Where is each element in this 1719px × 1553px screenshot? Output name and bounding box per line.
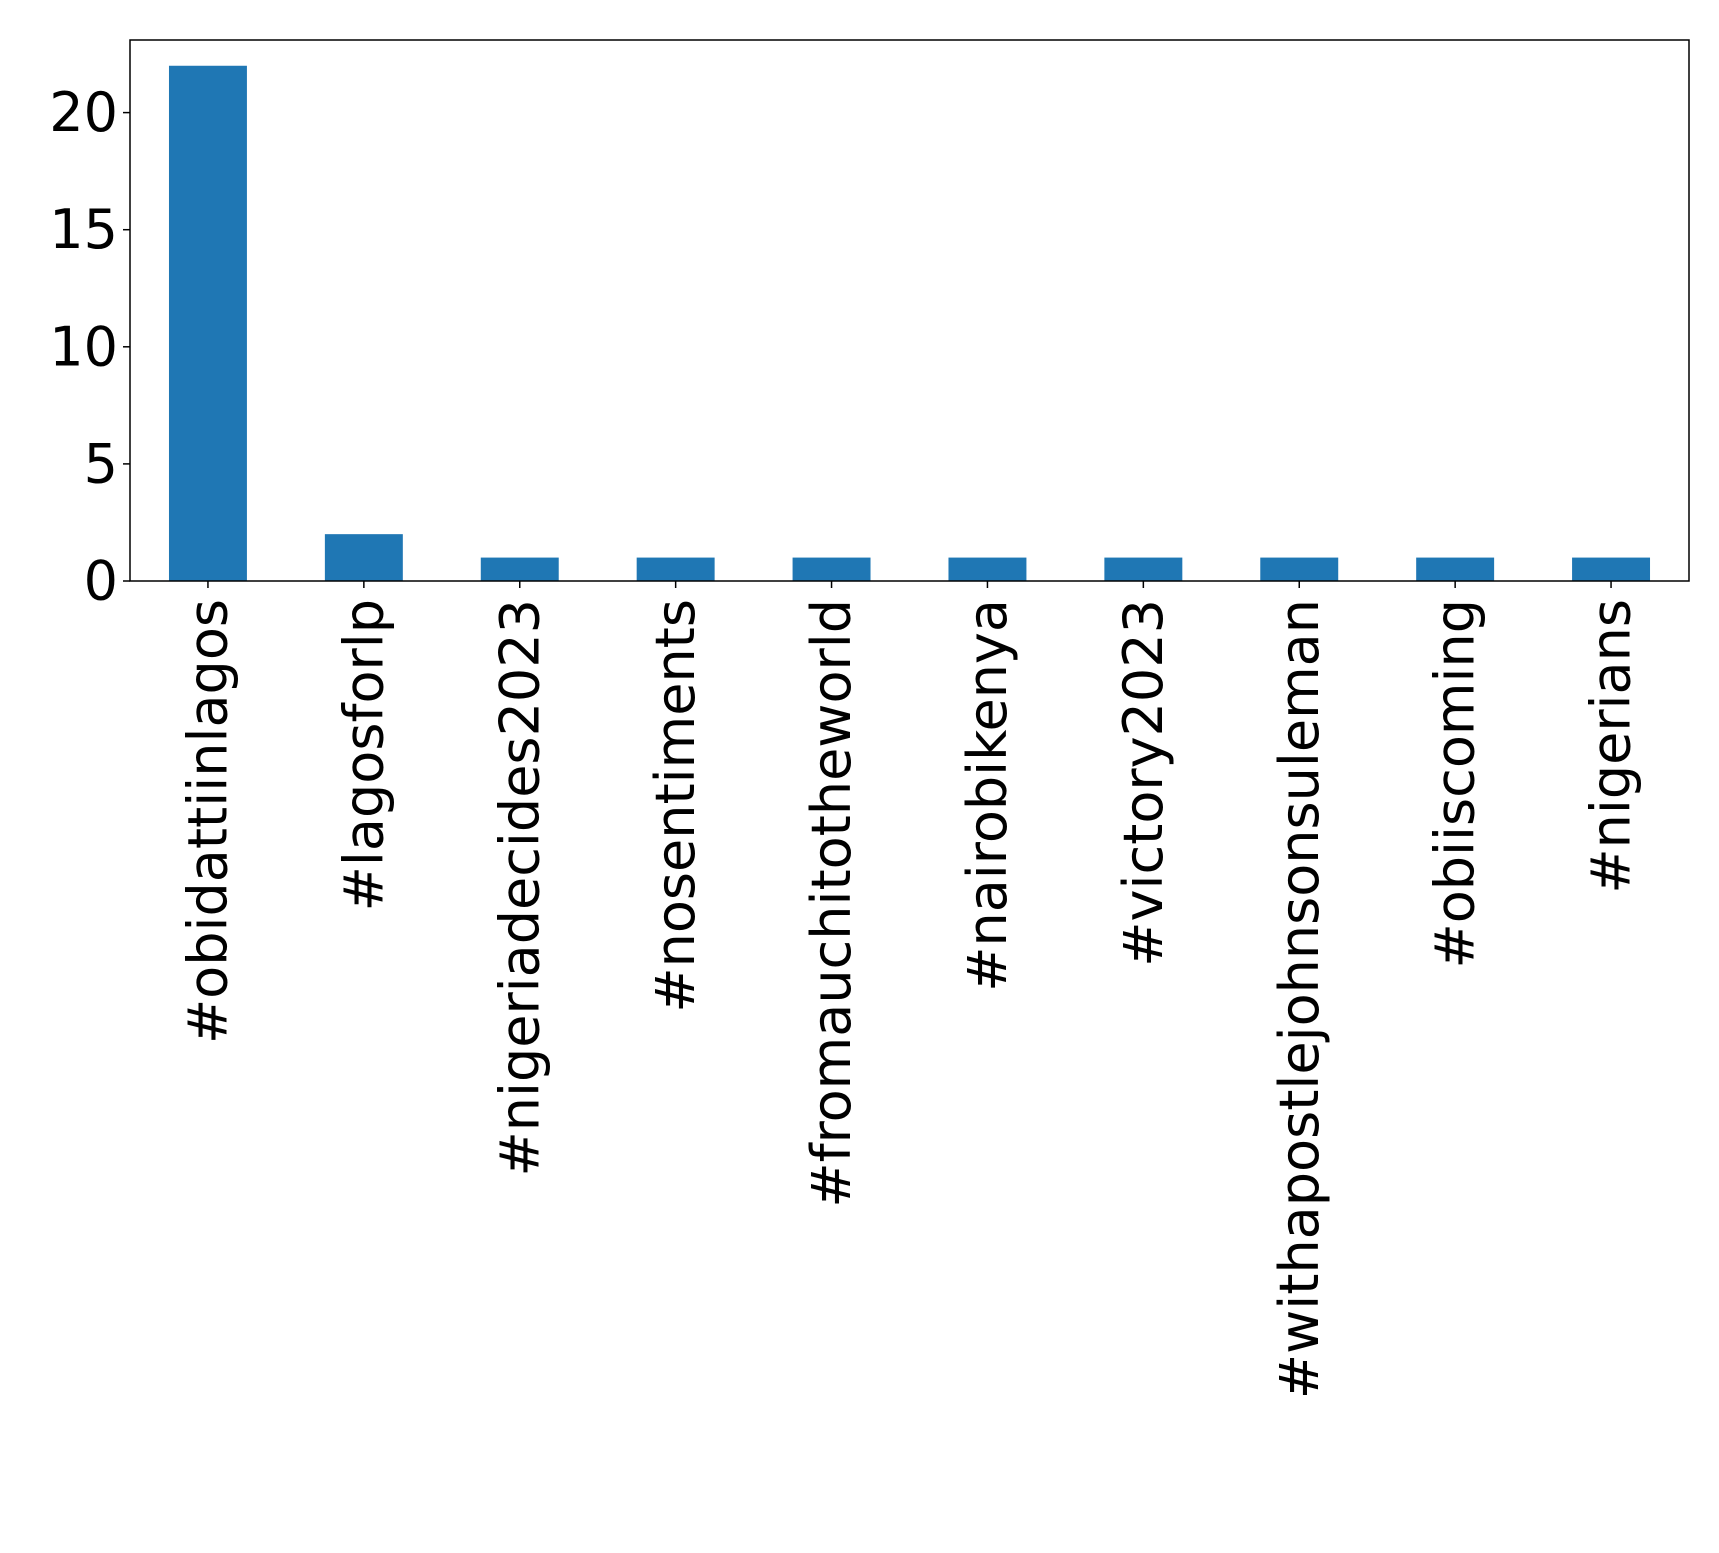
y-tick-label-1: 5	[84, 432, 118, 495]
x-axis: #obidattiinlagos #lagosforlp #nigeriadecid…	[176, 581, 1643, 1399]
x-tick-label-0: #obidattiinlagos	[176, 599, 239, 1044]
bar-5	[948, 557, 1027, 581]
bar-1	[324, 534, 403, 581]
x-tick-label-7: #withapostlejohnsonsuleman	[1268, 599, 1331, 1399]
bar-6	[1104, 557, 1183, 581]
bar-8	[1416, 557, 1495, 581]
plot-frame	[129, 39, 1690, 582]
y-tick-label-3: 15	[49, 198, 118, 261]
x-tick-label-6: #victory2023	[1112, 599, 1175, 967]
x-tick-label-3: #nosentiments	[644, 599, 707, 1013]
bar-7	[1260, 557, 1339, 581]
bar-3	[636, 557, 715, 581]
x-tick-label-2: #nigeriadecides2023	[488, 599, 551, 1177]
x-tick-label-8: #obiiscoming	[1424, 599, 1487, 969]
y-axis: 0 5 10 15 20	[49, 81, 130, 613]
y-tick-label-0: 0	[84, 550, 118, 613]
bars-layer	[168, 65, 1651, 581]
y-tick-label-2: 10	[49, 315, 118, 378]
bar-0	[168, 65, 247, 581]
y-tick-label-4: 20	[49, 81, 118, 144]
x-tick-label-4: #fromauchitotheworld	[800, 599, 863, 1208]
bar-4	[792, 557, 871, 581]
bar-2	[480, 557, 559, 581]
x-tick-label-1: #lagosforlp	[332, 599, 395, 911]
x-tick-label-9: #nigerians	[1580, 599, 1643, 894]
x-tick-label-5: #nairobikenya	[956, 599, 1019, 992]
bar-9	[1572, 557, 1651, 581]
